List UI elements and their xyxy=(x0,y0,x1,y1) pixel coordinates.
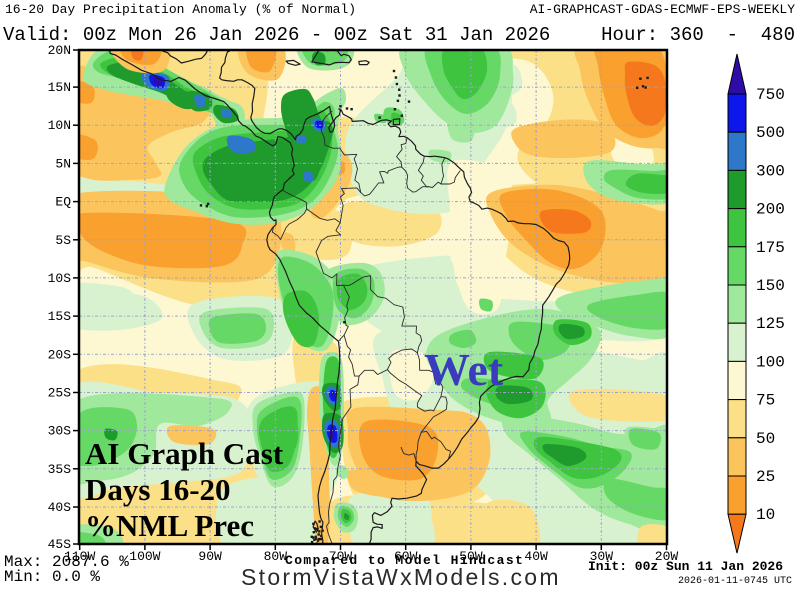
svg-text:500: 500 xyxy=(756,124,785,142)
svg-text:20W: 20W xyxy=(655,549,679,564)
svg-text:300: 300 xyxy=(756,162,785,180)
svg-text:%NML Prec: %NML Prec xyxy=(85,508,254,543)
svg-text:Max: 2087.6 %: Max: 2087.6 % xyxy=(4,553,129,571)
svg-text:Valid: 00z Mon 26 Jan 2026 - 0: Valid: 00z Mon 26 Jan 2026 - 00z Sat 31 … xyxy=(3,24,550,46)
svg-text:30W: 30W xyxy=(590,549,614,564)
svg-text:10S: 10S xyxy=(48,271,72,286)
svg-text:175: 175 xyxy=(756,239,785,257)
svg-text:60W: 60W xyxy=(394,549,418,564)
svg-text:20S: 20S xyxy=(48,347,72,362)
svg-text:10N: 10N xyxy=(48,118,71,133)
svg-text:EQ: EQ xyxy=(55,195,71,210)
svg-text:45S: 45S xyxy=(48,537,72,552)
svg-text:20N: 20N xyxy=(48,43,71,58)
svg-text:50W: 50W xyxy=(459,549,483,564)
svg-text:35S: 35S xyxy=(48,462,72,477)
svg-text:150: 150 xyxy=(756,277,785,295)
svg-text:70W: 70W xyxy=(329,549,353,564)
svg-text:200: 200 xyxy=(756,201,785,219)
svg-text:5S: 5S xyxy=(55,233,71,248)
svg-text:AI-GRAPHCAST-GDAS-ECMWF-EPS-WE: AI-GRAPHCAST-GDAS-ECMWF-EPS-WEEKLY xyxy=(530,2,795,17)
svg-text:100W: 100W xyxy=(129,549,160,564)
svg-text:40S: 40S xyxy=(48,500,72,515)
svg-text:15N: 15N xyxy=(48,80,71,95)
svg-text:110W: 110W xyxy=(64,549,95,564)
svg-text:Hour: 360 - 480: Hour: 360 - 480 xyxy=(601,24,795,46)
svg-text:16-20 Day Precipitation Anomal: 16-20 Day Precipitation Anomaly (% of No… xyxy=(5,2,356,17)
svg-text:10: 10 xyxy=(756,506,775,524)
svg-text:AI Graph Cast: AI Graph Cast xyxy=(85,436,284,471)
svg-text:100: 100 xyxy=(756,353,785,371)
svg-text:125: 125 xyxy=(756,315,785,333)
svg-text:StormVistaWxModels.com: StormVistaWxModels.com xyxy=(241,564,561,590)
svg-text:Min: 0.0 %: Min: 0.0 % xyxy=(4,568,100,586)
svg-text:25: 25 xyxy=(756,468,775,486)
svg-text:80W: 80W xyxy=(264,549,288,564)
svg-text:90W: 90W xyxy=(198,549,222,564)
svg-text:75: 75 xyxy=(756,392,775,410)
svg-text:15S: 15S xyxy=(48,309,72,324)
svg-text:Init: 00z Sun 11 Jan 2026: Init: 00z Sun 11 Jan 2026 xyxy=(588,559,783,574)
svg-text:Wet: Wet xyxy=(424,344,504,395)
svg-text:5N: 5N xyxy=(55,156,71,171)
svg-text:50: 50 xyxy=(756,430,775,448)
svg-text:2026-01-11-0745 UTC: 2026-01-11-0745 UTC xyxy=(678,576,792,587)
svg-text:Days 16-20: Days 16-20 xyxy=(85,472,231,507)
svg-text:Compared to Model Hindcast: Compared to Model Hindcast xyxy=(285,553,524,568)
svg-text:25S: 25S xyxy=(48,386,72,401)
svg-text:40W: 40W xyxy=(524,549,548,564)
svg-text:30S: 30S xyxy=(48,424,72,439)
svg-text:750: 750 xyxy=(756,86,785,104)
